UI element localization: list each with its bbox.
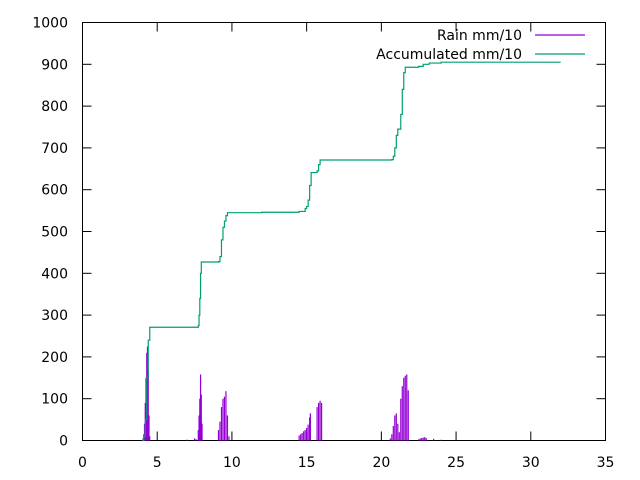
y-tick-label: 900 [41, 57, 68, 73]
x-tick-label: 0 [78, 455, 87, 471]
y-tick-label: 100 [41, 392, 68, 408]
y-tick-label: 1000 [32, 16, 68, 32]
rain-impulses [142, 346, 442, 441]
accumulated-line [142, 61, 561, 442]
legend: Rain mm/10 Accumulated mm/10 [376, 28, 585, 63]
y-tick-label: 400 [41, 266, 68, 282]
y-tick-label: 500 [41, 225, 68, 241]
y-tick-label: 600 [41, 183, 68, 199]
x-tick-label: 5 [153, 455, 162, 471]
y-tick-label: 200 [41, 350, 68, 366]
y-tick-label: 0 [59, 434, 68, 450]
x-tick-label: 20 [372, 455, 390, 471]
x-tick-label: 10 [223, 455, 241, 471]
y-tick-label: 800 [41, 99, 68, 115]
series-layer [142, 61, 561, 442]
x-tick-label: 15 [298, 455, 316, 471]
legend-label: Rain mm/10 [437, 28, 522, 44]
y-tick-label: 300 [41, 308, 68, 324]
legend-label: Accumulated mm/10 [376, 47, 522, 63]
x-tick-label: 25 [447, 455, 465, 471]
axis-ticks: 0 5 10 15 20 25 30 35 0 100 200 300 400 500 600 700 800 9… [32, 16, 614, 472]
plot-frame [82, 22, 606, 441]
y-tick-label: 700 [41, 141, 68, 157]
x-tick-label: 35 [597, 455, 615, 471]
x-tick-label: 30 [522, 455, 540, 471]
